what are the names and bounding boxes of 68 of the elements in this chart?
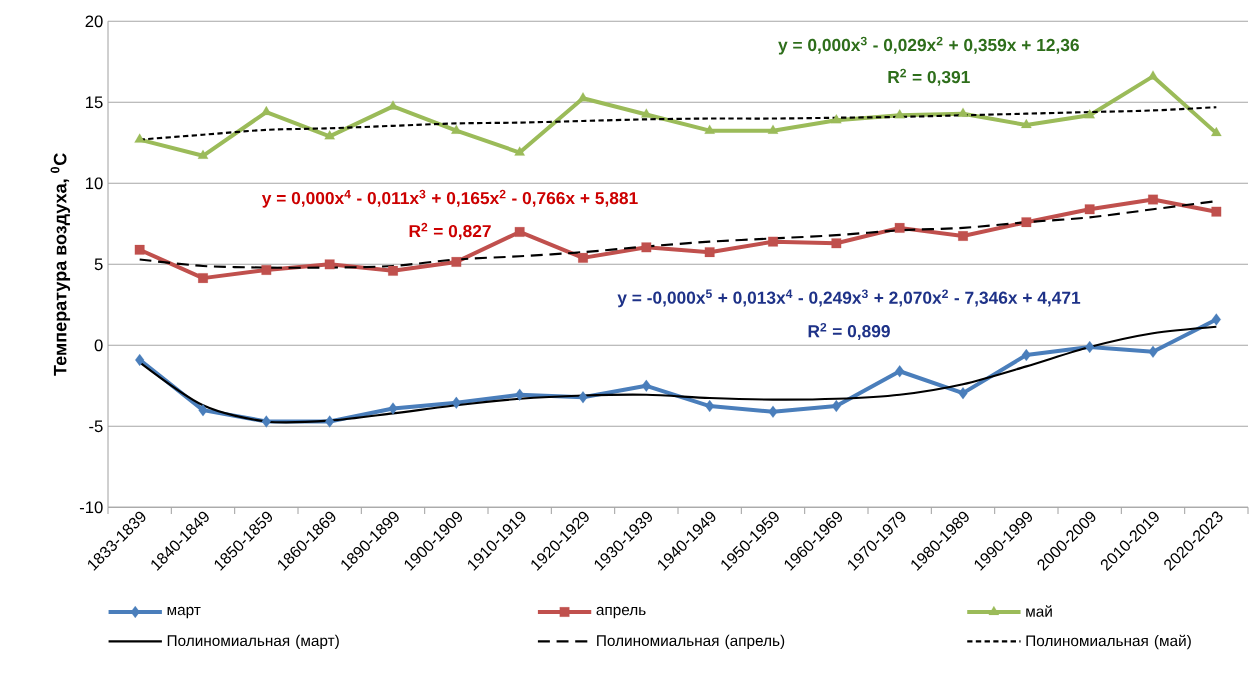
annotation: y = 0,000x$^{3}$ - 0,029x$^{2}$ + 0,359x + 12,36 (778, 36, 1079, 55)
point (451, 257, 462, 267)
point (1148, 345, 1158, 358)
point (324, 259, 335, 270)
point (1084, 109, 1095, 119)
point (1021, 217, 1032, 228)
point (894, 109, 905, 119)
point (388, 265, 398, 276)
legend-label: апрель (596, 606, 646, 619)
y-tick-label: 15 (86, 96, 103, 109)
point (578, 391, 588, 404)
legend-label: Полиномиальная (апрель) (597, 634, 785, 650)
annotation: R$^{2}$ = 0,827 (409, 222, 491, 240)
point (704, 247, 715, 258)
text: y = -0,000x$^{5}$ + 0,013x$^{4}$ - 0,249x$^{3}$ + 2,070x$^{2}$ - 7,346x + 4,471 (617, 289, 1081, 308)
point (768, 405, 778, 418)
point (325, 415, 335, 428)
point (514, 227, 525, 237)
y-tick-label: -5 (89, 420, 103, 433)
point (1148, 194, 1158, 205)
point (1021, 348, 1031, 362)
y-tick-label: 5 (94, 258, 103, 271)
legend-label: Полиномиальная (май) (1026, 634, 1191, 650)
point (641, 379, 651, 392)
point (768, 236, 778, 247)
point (895, 365, 905, 378)
point (388, 402, 398, 415)
point (894, 223, 905, 233)
legend-label: Полиномиальная (март) (167, 634, 339, 650)
point (641, 108, 652, 118)
point (197, 149, 209, 159)
point (1085, 340, 1095, 354)
annotation: R$^{2}$ = 0,899 (808, 322, 890, 340)
point (1211, 127, 1222, 137)
point (261, 265, 272, 275)
point (135, 353, 145, 366)
point (134, 133, 145, 143)
point (1211, 313, 1221, 326)
point (1084, 204, 1095, 215)
point (261, 415, 271, 428)
point (958, 387, 968, 400)
y-tick-label: 0 (94, 339, 103, 352)
point (577, 92, 589, 102)
point (1211, 206, 1222, 217)
point (831, 114, 842, 124)
point (198, 273, 208, 283)
point (1021, 118, 1032, 129)
annotation: y = 0,000x$^{4}$ - 0,011x$^{3}$ + 0,165x$^{2}$ - 0,766x + 5,881 (261, 189, 638, 208)
point (705, 400, 715, 413)
y-tick-label: 10 (86, 177, 103, 190)
legend-label: март (167, 606, 201, 619)
point (767, 124, 779, 134)
point (134, 244, 145, 255)
point (831, 400, 841, 413)
point (198, 404, 208, 417)
y-axis-title: Температура воздуха, $^{0}$С (50, 153, 71, 376)
legend-label: май (1026, 605, 1052, 617)
point (958, 231, 968, 241)
point (704, 124, 715, 134)
point (451, 396, 461, 409)
point (514, 146, 525, 156)
y-tick-label: 20 (85, 15, 103, 28)
point (831, 238, 842, 249)
point (578, 252, 588, 263)
point (957, 107, 969, 117)
point (641, 242, 652, 253)
point (324, 130, 335, 140)
annotation: R$^{2}$ = 0,391 (888, 68, 970, 86)
